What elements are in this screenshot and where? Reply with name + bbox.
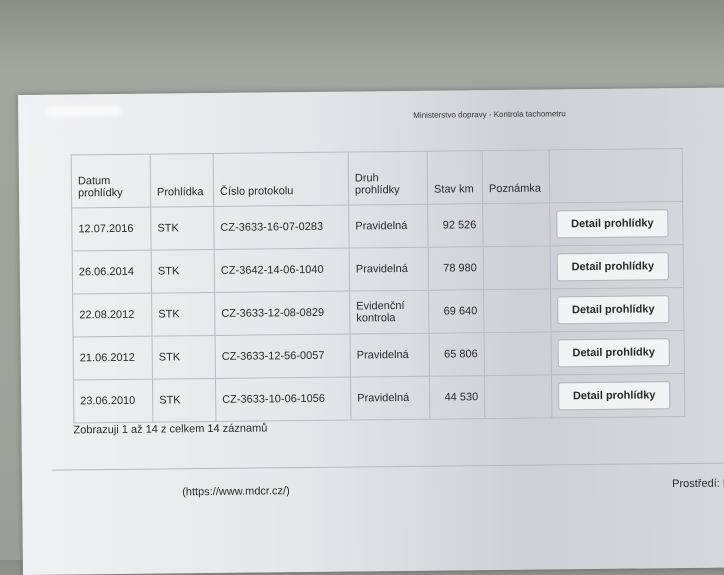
cell-note xyxy=(484,374,552,419)
column-header: Poznámka xyxy=(482,149,550,204)
cell-kind: Pravidelná xyxy=(348,204,429,249)
cell-action: Detail prohlídky xyxy=(551,373,685,418)
cell-date: 23.06.2010 xyxy=(73,379,153,423)
column-header: Druh prohlídky xyxy=(348,151,428,206)
cell-type: STK xyxy=(151,249,215,294)
footer-divider xyxy=(51,462,724,471)
cell-type: STK xyxy=(152,378,216,423)
cell-kind: Evidenční kontrola xyxy=(349,290,430,335)
records-info: Zobrazuji 1 až 14 z celkem 14 záznamů xyxy=(73,422,268,437)
inspection-table: Datum prohlídky Prohlídka Číslo protokolu D… xyxy=(71,148,686,423)
cell-km: 78 980 xyxy=(428,246,484,291)
cell-protocol: CZ-3633-12-56-0057 xyxy=(215,334,351,379)
detail-button[interactable]: Detail prohlídky xyxy=(556,252,669,282)
cell-km: 92 526 xyxy=(427,203,484,248)
table-row: 23.06.2010 STK CZ-3633-10-06-1056 Pravideln… xyxy=(73,373,685,423)
detail-button[interactable]: Detail prohlídky xyxy=(557,295,670,325)
cell-note xyxy=(483,245,551,290)
column-header xyxy=(549,148,683,203)
cell-kind: Pravidelná xyxy=(349,247,429,292)
cell-action: Detail prohlídky xyxy=(549,201,684,246)
cell-date: 22.08.2012 xyxy=(72,293,153,337)
detail-button[interactable]: Detail prohlídky xyxy=(557,338,670,368)
detail-button[interactable]: Detail prohlídky xyxy=(558,381,671,411)
cell-kind: Pravidelná xyxy=(350,333,430,378)
cell-note xyxy=(484,331,552,376)
footer-url[interactable]: (https://www.mdcr.cz/) xyxy=(182,485,290,499)
cell-protocol: CZ-3633-12-08-0829 xyxy=(214,291,351,336)
cell-kind: Pravidelná xyxy=(350,376,430,421)
cell-protocol: CZ-3633-16-07-0283 xyxy=(213,205,350,250)
cell-protocol: CZ-3633-10-06-1056 xyxy=(215,377,351,422)
cell-action: Detail prohlídky xyxy=(550,244,684,289)
cell-date: 12.07.2016 xyxy=(71,207,152,251)
table-row: 12.07.2016 STK CZ-3633-16-07-0283 Pravideln… xyxy=(71,201,684,251)
detail-button[interactable]: Detail prohlídky xyxy=(556,209,669,239)
cell-protocol: CZ-3642-14-06-1040 xyxy=(214,248,350,293)
column-header: Datum prohlídky xyxy=(71,154,151,208)
column-header: Prohlídka xyxy=(150,153,214,208)
cell-note xyxy=(483,288,552,333)
cell-km: 44 530 xyxy=(429,375,485,420)
column-header: Stav km xyxy=(427,150,483,205)
cell-note xyxy=(482,202,551,247)
table-row: 22.08.2012 STK CZ-3633-12-08-0829 Evidenční… xyxy=(72,287,685,337)
cell-type: STK xyxy=(150,206,215,251)
cell-date: 26.06.2014 xyxy=(72,250,152,294)
page-header: Ministerstvo dopravy - Kontrola tachomet… xyxy=(413,109,566,120)
redacted-date xyxy=(46,105,122,117)
cell-type: STK xyxy=(151,292,216,337)
cell-km: 65 806 xyxy=(429,332,485,377)
column-header: Číslo protokolu xyxy=(213,152,349,207)
table-row: 21.06.2012 STK CZ-3633-12-56-0057 Pravideln… xyxy=(73,330,685,380)
table-row: 26.06.2014 STK CZ-3642-14-06-1040 Pravideln… xyxy=(72,244,684,294)
cell-action: Detail prohlídky xyxy=(550,287,685,332)
cell-date: 21.06.2012 xyxy=(73,336,153,380)
printed-sheet: Ministerstvo dopravy - Kontrola tachomet… xyxy=(18,87,724,575)
cell-type: STK xyxy=(152,335,216,380)
cell-km: 69 640 xyxy=(428,289,485,334)
environment-label: Prostředí: P xyxy=(672,477,724,491)
cell-action: Detail prohlídky xyxy=(551,330,685,375)
